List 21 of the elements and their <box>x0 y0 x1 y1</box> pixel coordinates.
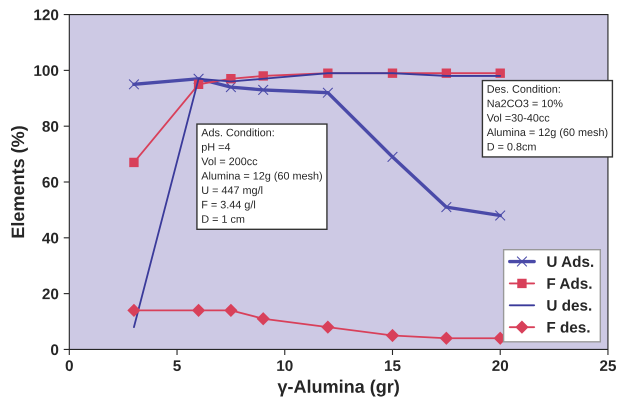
x-axis-title: γ-Alumina (gr) <box>278 380 399 397</box>
x-tick-label: 20 <box>492 360 508 372</box>
x-tick-label: 25 <box>600 360 616 372</box>
y-tick-label: 60 <box>42 176 58 188</box>
y-tick-label: 80 <box>42 121 58 132</box>
annotation: Ads. Condition: pH =4 Vol = 200cc Alumina = 12g (60 mesh) U = 447 mg/l F = 3.44 g/l D = 1 cm <box>201 128 322 223</box>
y-tick-label: 100 <box>34 65 58 76</box>
y-tick-label: 120 <box>34 9 58 20</box>
legend-label: U des. <box>547 300 592 311</box>
y-tick-label: 40 <box>42 232 58 244</box>
x-tick-label: 5 <box>173 360 181 372</box>
legend-label: F Ads. <box>547 278 592 289</box>
legend-label: F des. <box>547 321 590 333</box>
y-axis-title: Elements (%) <box>11 126 28 238</box>
legend-label: U Ads. <box>547 256 594 268</box>
x-tick-label: 10 <box>277 360 293 372</box>
x-tick-label: 15 <box>384 360 401 372</box>
y-tick-label: 0 <box>50 344 58 356</box>
x-tick-label: 0 <box>66 360 73 372</box>
annotation: Des. Condition: Na2CO3 = 10% Vol =30-40cc Alumina = 12g (60 mesh) D = 0.8cm <box>486 84 608 151</box>
y-tick-label: 20 <box>42 288 58 300</box>
